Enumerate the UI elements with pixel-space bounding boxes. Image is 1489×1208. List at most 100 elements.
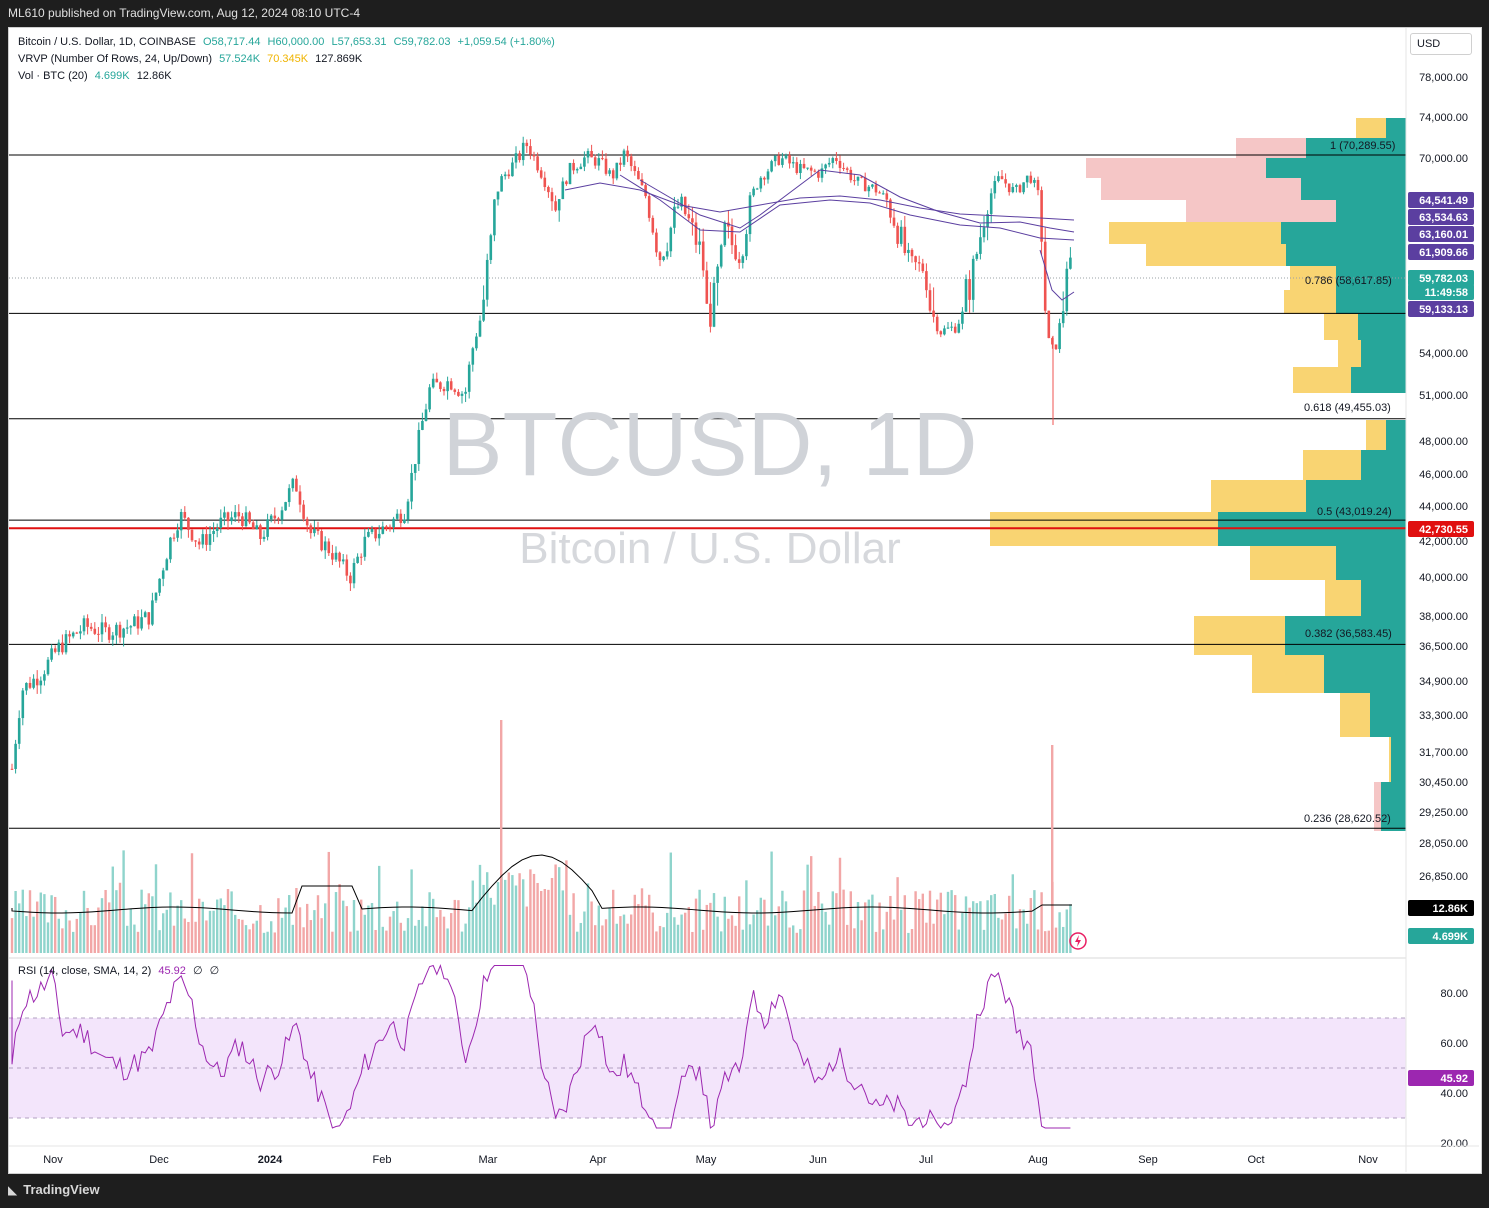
price-axis-tick: 26,850.00 — [1419, 871, 1468, 883]
candle-body — [550, 192, 554, 202]
volume-bar — [176, 905, 179, 953]
candle-body — [363, 536, 367, 557]
candle-body — [435, 378, 439, 383]
candle-body — [565, 181, 568, 185]
volume-bar — [900, 909, 903, 953]
volume-bar — [140, 889, 143, 953]
price-tag-text: 61,909.66 — [1419, 247, 1468, 259]
volume-bar — [223, 905, 226, 953]
volume-bar — [39, 892, 42, 953]
candle-body — [385, 526, 388, 528]
volume-bar — [244, 925, 248, 953]
candle-body — [687, 214, 691, 219]
candle-body — [183, 511, 187, 518]
legend-vol-v1: 4.699K — [94, 70, 130, 82]
candle-body — [759, 177, 763, 189]
volume-bar — [846, 924, 849, 953]
candle-body — [205, 534, 208, 545]
candle-body — [1036, 179, 1040, 191]
candle-body — [568, 162, 572, 185]
candle-body — [489, 235, 493, 260]
candle-body — [251, 522, 255, 530]
volume-bar — [453, 899, 456, 953]
vp-up-bar — [1381, 782, 1406, 831]
candle-body — [25, 682, 28, 691]
candle-body — [748, 195, 752, 235]
volume-bar — [1047, 930, 1050, 953]
legend-rsi-label: RSI (14, close, SMA, 14, 2) — [18, 965, 152, 977]
volume-bar — [745, 880, 748, 953]
candle-body — [424, 409, 428, 421]
candle-body — [575, 169, 579, 171]
candle-body — [770, 161, 773, 172]
volume-bar — [446, 928, 449, 953]
volume-bar — [388, 916, 392, 953]
vp-up-bar — [1306, 138, 1406, 158]
volume-bar — [374, 929, 377, 953]
legend-symbol-row: Bitcoin / U.S. Dollar, 1D, COINBASE O58,… — [18, 36, 559, 48]
volume-bar — [982, 929, 986, 953]
volume-bar — [669, 852, 672, 953]
candle-body — [1069, 257, 1072, 269]
candle-body — [327, 541, 331, 554]
candle-body — [619, 162, 622, 165]
volume-ma-line — [11, 854, 1072, 914]
volume-bar — [860, 920, 863, 953]
candle-body — [503, 174, 507, 177]
volume-bar — [82, 890, 86, 953]
vp-down-bar — [1389, 737, 1391, 782]
legend-high: H60,000.00 — [267, 36, 325, 48]
vp-down-bar — [1293, 367, 1351, 393]
volume-bar — [212, 910, 215, 953]
volume-bar — [10, 918, 14, 953]
volume-bar — [676, 924, 680, 953]
time-axis-tick: 2024 — [258, 1154, 283, 1166]
legend-vrvp-total: 127.869K — [315, 53, 363, 65]
volume-bar — [550, 877, 554, 953]
fib-label: 0.236 (28,620.52) — [1304, 813, 1391, 825]
volume-bar — [280, 917, 284, 953]
volume-bar — [907, 932, 910, 953]
volume-bar — [691, 931, 694, 953]
volume-bar — [118, 882, 122, 953]
volume-bar — [939, 892, 942, 953]
volume-bar — [799, 929, 802, 953]
volume-bar — [18, 903, 21, 953]
tradingview-logo[interactable]: ◣ TradingView — [8, 1182, 100, 1197]
vp-down-bar — [1109, 222, 1281, 244]
volume-bar — [1011, 874, 1014, 953]
volume-bar — [529, 869, 532, 953]
candle-body — [370, 528, 374, 532]
volume-bar — [162, 913, 165, 953]
candle-body — [291, 478, 295, 489]
volume-bar — [421, 906, 424, 953]
watermark: BTCUSD, 1D Bitcoin / U.S. Dollar — [442, 395, 977, 573]
price-tag-text: 45.92 — [1440, 1073, 1468, 1085]
candle-body — [179, 511, 183, 531]
volume-bar — [547, 889, 550, 953]
candle-body — [917, 262, 921, 264]
candle-body — [817, 171, 820, 178]
volume-bar — [381, 926, 384, 953]
currency-button[interactable]: USD — [1410, 33, 1472, 55]
volume-bar — [795, 932, 798, 953]
price-tag-bg — [1408, 209, 1474, 225]
volume-bar — [918, 899, 921, 953]
candle-body — [464, 391, 467, 394]
legend-vol-v2: 12.86K — [136, 70, 172, 82]
candle-body — [1000, 176, 1004, 180]
volume-bar — [986, 900, 989, 953]
vp-down-bar — [1250, 546, 1336, 580]
volume-bar — [738, 896, 741, 953]
candle-body — [320, 531, 323, 551]
candle-body — [446, 381, 449, 392]
volume-bar — [932, 923, 935, 953]
volume-bar — [871, 894, 874, 953]
candle-body — [496, 191, 500, 200]
vp-up-bar — [1361, 580, 1406, 616]
volume-bar — [993, 893, 996, 953]
flash-icon[interactable] — [1069, 932, 1087, 950]
volume-bar — [370, 903, 374, 953]
price-axis-tick: 74,000.00 — [1419, 112, 1468, 124]
